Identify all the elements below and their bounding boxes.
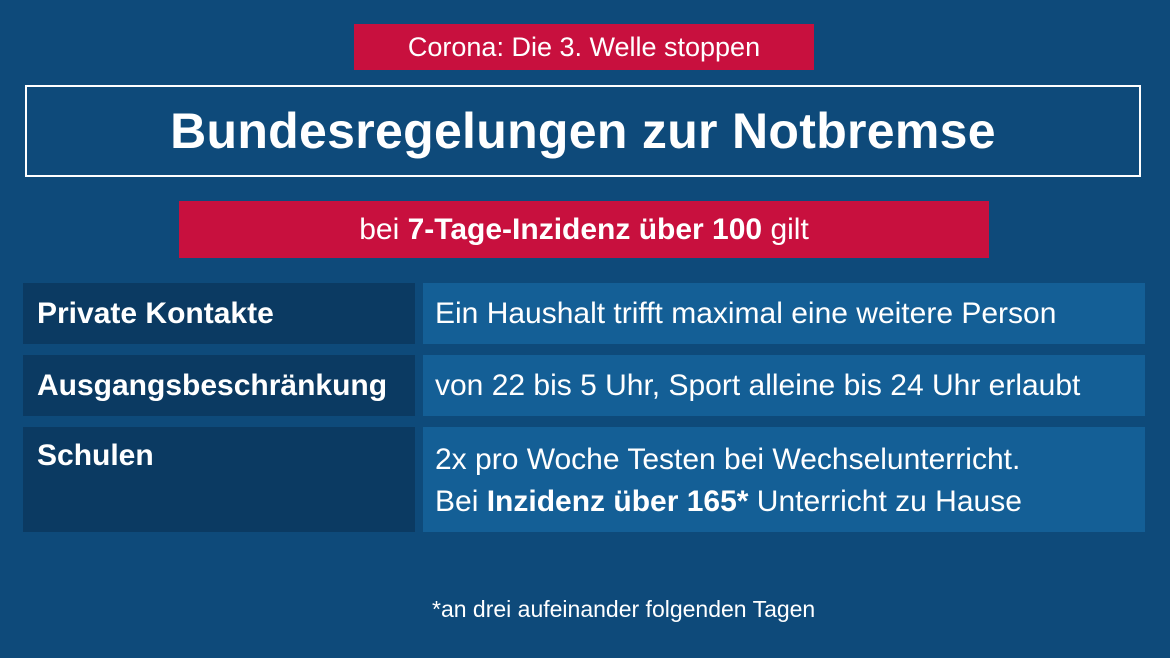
- rule-value-prefix: Bei: [435, 485, 487, 518]
- page-title: Bundesregelungen zur Notbremse: [25, 85, 1141, 177]
- rule-value: Ein Haushalt trifft maximal eine weitere…: [435, 296, 1057, 330]
- rule-value-threshold: Inzidenz über 165*: [486, 485, 749, 518]
- rule-value-line-2: Bei Inzidenz über 165* Unterricht zu Hau…: [435, 481, 1133, 523]
- condition-prefix: bei: [359, 212, 408, 246]
- rule-value-cell: von 22 bis 5 Uhr, Sport alleine bis 24 U…: [423, 355, 1145, 416]
- condition-banner: bei 7-Tage-Inzidenz über 100 gilt: [179, 201, 989, 258]
- kicker-text: Corona: Die 3. Welle stoppen: [407, 31, 761, 62]
- footnote-text: *an drei aufeinander folgenden Tagen: [432, 596, 816, 622]
- rule-label-cell: Schulen: [23, 427, 415, 532]
- rule-value-cell: Ein Haushalt trifft maximal eine weitere…: [423, 283, 1145, 344]
- rule-label-cell: Private Kontakte: [23, 283, 415, 344]
- condition-suffix: gilt: [762, 212, 809, 246]
- rule-row-curfew: Ausgangsbeschränkung von 22 bis 5 Uhr, S…: [23, 355, 1145, 416]
- rule-value-cell: 2x pro Woche Testen bei Wechselunterrich…: [423, 427, 1145, 532]
- footnote: *an drei aufeinander folgenden Tagen: [432, 596, 815, 623]
- rule-value: von 22 bis 5 Uhr, Sport alleine bis 24 U…: [435, 368, 1081, 402]
- kicker-banner: Corona: Die 3. Welle stoppen: [354, 24, 814, 70]
- rule-label: Schulen: [37, 439, 154, 472]
- rule-label: Ausgangsbeschränkung: [37, 368, 388, 402]
- rule-row-private-contacts: Private Kontakte Ein Haushalt trifft max…: [23, 283, 1145, 344]
- condition-threshold: 7-Tage-Inzidenz über 100: [407, 212, 763, 246]
- rule-value-line-1: 2x pro Woche Testen bei Wechselunterrich…: [435, 443, 1021, 476]
- rule-value-suffix: Unterricht zu Hause: [748, 485, 1022, 518]
- rule-row-schools: Schulen 2x pro Woche Testen bei Wechselu…: [23, 427, 1145, 532]
- rule-label: Private Kontakte: [37, 296, 274, 330]
- page-title-text: Bundesregelungen zur Notbremse: [170, 103, 996, 159]
- rule-label-cell: Ausgangsbeschränkung: [23, 355, 415, 416]
